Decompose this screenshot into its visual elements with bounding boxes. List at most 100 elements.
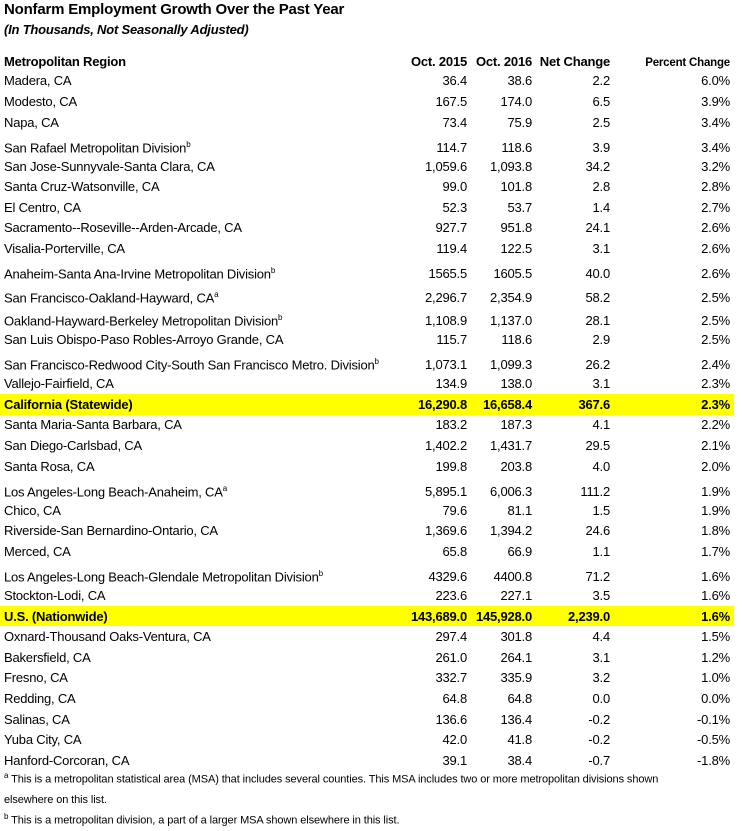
net-change-cell: 3.9 — [532, 132, 611, 156]
oct-2015-cell-text: 115.7 — [436, 332, 467, 348]
net-change-cell: 40.0 — [532, 259, 610, 283]
oct-2016-cell-text: 66.9 — [507, 543, 532, 559]
net-change-cell-text: 26.2 — [585, 357, 610, 373]
net-change-cell: 26.2 — [532, 350, 610, 374]
oct-2015-cell-text: 39.1 — [442, 752, 467, 768]
table-row: Los Angeles-Long Beach-Glendale Metropol… — [0, 562, 734, 586]
oct-2016-cell: 227.1 — [467, 585, 532, 606]
oct-2015-cell: 199.8 — [395, 456, 467, 477]
oct-2015-cell-text: 1,108.9 — [425, 313, 467, 329]
region-cell: Los Angeles-Long Beach-Anaheim, CAa — [0, 476, 395, 500]
net-change-cell-text: 4.0 — [592, 458, 611, 474]
percent-change-cell-text: -0.5% — [697, 732, 730, 748]
region-cell: Oakland-Hayward-Berkeley Metropolitan Di… — [0, 306, 395, 330]
net-change-cell-text: 4.1 — [592, 417, 611, 433]
col-header-percent-change: Percent Change — [645, 56, 730, 69]
region-cell-text: Los Angeles-Long Beach-Glendale Metropol… — [4, 569, 319, 585]
oct-2016-cell: 301.8 — [467, 626, 532, 647]
percent-change-cell-text: 2.3% — [701, 396, 730, 412]
percent-change-cell: 2.3% — [610, 394, 734, 415]
percent-change-cell-text: 1.8% — [701, 523, 730, 539]
region-cell: San Francisco-Redwood City-South San Fra… — [0, 350, 395, 374]
oct-2016-cell-text: 174.0 — [500, 93, 532, 109]
net-change-cell-text: 24.1 — [585, 220, 610, 236]
region-cell: Modesto, CA — [0, 91, 395, 112]
region-cell: Santa Rosa, CA — [0, 456, 395, 477]
percent-change-cell-text: 2.5% — [701, 289, 730, 305]
net-change-cell-text: -0.2 — [588, 732, 610, 748]
net-change-cell: 2.2 — [532, 71, 611, 92]
net-change-cell-text: 3.1 — [592, 376, 611, 392]
percent-change-cell: 2.3% — [610, 373, 734, 394]
oct-2016-cell: 16,658.4 — [467, 394, 532, 415]
net-change-cell: 3.1 — [532, 647, 611, 668]
oct-2016-cell: 101.8 — [467, 176, 532, 197]
percent-change-cell: 2.8% — [610, 176, 734, 197]
oct-2016-cell-text: 1,099.3 — [490, 357, 532, 373]
region-cell-text: Vallejo-Fairfield, CA — [4, 376, 114, 392]
percent-change-cell: 1.0% — [610, 668, 734, 689]
region-cell-text: Riverside-San Bernardino-Ontario, CA — [4, 523, 218, 539]
oct-2016-cell-text: 38.4 — [507, 752, 532, 768]
net-change-cell: 111.2 — [532, 476, 610, 500]
oct-2016-cell-text: 1605.5 — [493, 266, 532, 282]
oct-2016-cell: 1,431.7 — [467, 435, 532, 456]
oct-2016-cell: 1605.5 — [467, 259, 532, 283]
oct-2015-cell: 65.8 — [395, 541, 467, 562]
oct-2016-cell-text: 187.3 — [500, 417, 532, 433]
percent-change-cell-text: 1.9% — [701, 483, 730, 499]
oct-2015-cell-text: 65.8 — [442, 543, 467, 559]
region-cell-text: Los Angeles-Long Beach-Anaheim, CA — [4, 483, 223, 499]
region-cell: Sacramento--Roseville--Arden-Arcade, CA — [0, 218, 395, 239]
oct-2016-cell-text: 1,093.8 — [490, 158, 532, 174]
net-change-cell: 0.0 — [532, 688, 611, 709]
table-row: Yuba City, CA 42.0 41.8 -0.2 -0.5% — [0, 729, 734, 750]
net-change-cell-text: -0.2 — [588, 711, 610, 727]
oct-2015-cell-text: 114.7 — [436, 139, 467, 155]
region-cell-text: El Centro, CA — [4, 199, 81, 215]
net-change-cell: 2.5 — [532, 112, 611, 133]
oct-2015-cell-text: 119.4 — [436, 241, 467, 257]
oct-2016-cell-text: 335.9 — [500, 670, 532, 686]
footnote-marker: a — [214, 289, 219, 299]
net-change-cell-text: 0.0 — [592, 690, 611, 706]
region-cell-text: Modesto, CA — [4, 93, 77, 109]
oct-2016-cell: 41.8 — [467, 729, 532, 750]
oct-2015-cell: 73.4 — [395, 112, 467, 133]
region-cell: Riverside-San Bernardino-Ontario, CA — [0, 521, 395, 542]
net-change-cell: -0.7 — [532, 750, 610, 771]
table-row: San Luis Obispo-Paso Robles-Arroyo Grand… — [0, 329, 734, 350]
table-row: Oakland-Hayward-Berkeley Metropolitan Di… — [0, 306, 734, 330]
oct-2016-cell: 187.3 — [467, 415, 532, 436]
percent-change-cell: 1.6% — [610, 605, 734, 627]
table-row: Santa Cruz-Watsonville, CA 99.0 101.8 2.8 2.… — [0, 176, 734, 197]
oct-2016-cell: 75.9 — [467, 112, 532, 133]
oct-2015-cell: 39.1 — [395, 750, 467, 771]
col-header-oct-2016: Oct. 2016 — [475, 53, 532, 69]
oct-2015-cell: 2,296.7 — [395, 282, 467, 306]
percent-change-cell-text: 2.2% — [701, 417, 730, 433]
region-cell: Stockton-Lodi, CA — [0, 585, 395, 606]
percent-change-cell-text: 3.2% — [701, 158, 730, 174]
oct-2015-cell: 261.0 — [395, 647, 467, 668]
oct-2015-cell-text: 79.6 — [442, 502, 467, 518]
oct-2016-cell: 138.0 — [467, 373, 532, 394]
region-cell-text: U.S. (Nationwide) — [4, 608, 108, 624]
oct-2016-cell: 174.0 — [467, 91, 532, 112]
oct-2016-cell-text: 64.8 — [507, 690, 532, 706]
region-cell: Napa, CA — [0, 112, 395, 133]
oct-2015-cell: 1,402.2 — [395, 435, 467, 456]
net-change-cell: 71.2 — [532, 562, 610, 586]
net-change-cell: 3.1 — [532, 373, 611, 394]
net-change-cell: 24.6 — [532, 521, 610, 542]
table-row: Anaheim-Santa Ana-Irvine Metropolitan Di… — [0, 259, 734, 283]
percent-change-cell-text: -1.8% — [697, 752, 730, 768]
highlighted-table-row: California (Statewide) 16,290.8 16,658.4 36… — [0, 394, 734, 415]
percent-change-cell: 3.9% — [610, 91, 734, 112]
percent-change-cell: 2.5% — [610, 282, 734, 306]
table-row: Bakersfield, CA 261.0 264.1 3.1 1.2% — [0, 647, 734, 668]
table-row: Madera, CA 36.4 38.6 2.2 6.0% — [0, 71, 734, 92]
net-change-cell: 28.1 — [532, 306, 610, 330]
table-row: Chico, CA 79.6 81.1 1.5 1.9% — [0, 500, 734, 521]
region-cell-text: Redding, CA — [4, 690, 76, 706]
